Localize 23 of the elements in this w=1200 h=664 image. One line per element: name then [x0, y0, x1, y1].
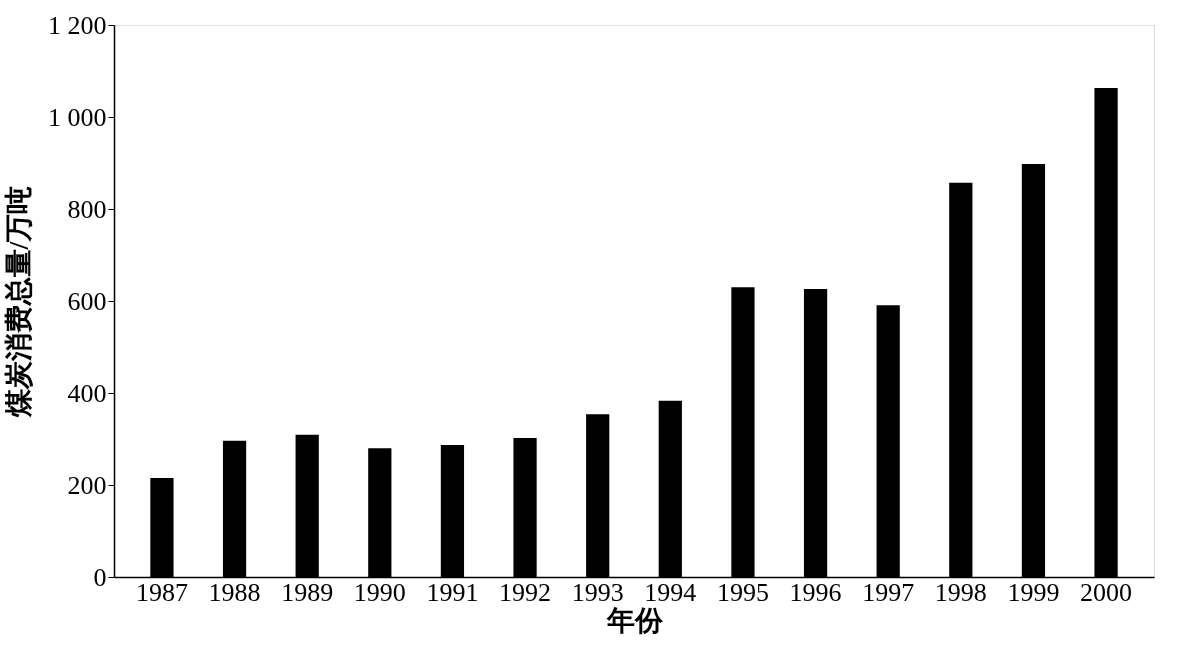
- y-axis-title: 煤炭消费总量/万吨: [3, 185, 34, 419]
- y-tick-label: 1 000: [48, 102, 107, 132]
- x-tick-label: 1987: [135, 577, 188, 607]
- x-tick-label: 1989: [281, 577, 334, 607]
- x-tick-label: 1988: [208, 577, 261, 607]
- x-tick-label: 2000: [1080, 577, 1133, 607]
- y-tick-label: 200: [67, 470, 107, 500]
- x-tick-label: 1994: [644, 577, 697, 607]
- x-tick-label: 1990: [353, 577, 406, 607]
- x-tick-label: 1998: [934, 577, 987, 607]
- x-tick-label: 1995: [716, 577, 769, 607]
- y-tick-label: 0: [93, 562, 107, 592]
- x-tick-label: 1996: [789, 577, 842, 607]
- y-tick-label: 800: [67, 194, 107, 224]
- x-tick-label: 1999: [1007, 577, 1060, 607]
- y-tick-label: 400: [67, 378, 107, 408]
- x-tick-label: 1992: [499, 577, 552, 607]
- x-tick-label: 1997: [862, 577, 915, 607]
- x-tick-label: 1993: [571, 577, 624, 607]
- y-tick-label: 1 200: [48, 10, 107, 40]
- y-tick-label: 600: [67, 286, 107, 316]
- x-axis-title: 年份: [605, 604, 664, 636]
- x-tick-label: 1991: [426, 577, 479, 607]
